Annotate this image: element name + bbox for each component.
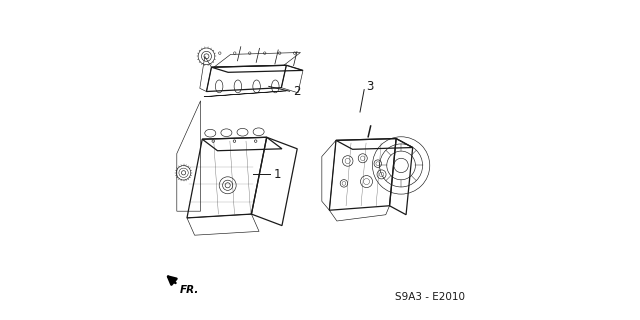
Text: 3: 3 <box>366 80 374 93</box>
Text: 2: 2 <box>292 85 300 98</box>
Text: 1: 1 <box>274 168 281 181</box>
Text: FR.: FR. <box>180 285 199 295</box>
Text: S9A3 - E2010: S9A3 - E2010 <box>396 292 465 302</box>
